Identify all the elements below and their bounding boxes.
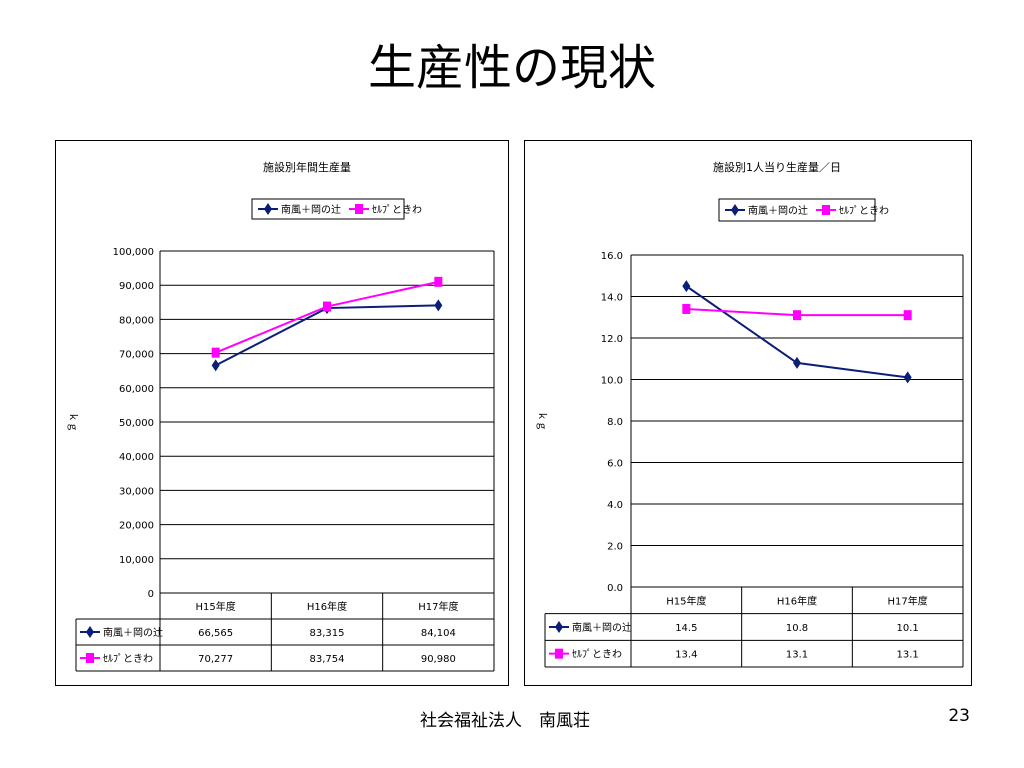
- legend-label: 南風＋岡の辻: [748, 204, 808, 217]
- page-number: 23: [948, 706, 970, 726]
- chart-title: 施設別1人当り生産量／日: [713, 160, 841, 174]
- series-line: [215, 280, 439, 354]
- y-tick-label: 14.0: [601, 293, 623, 304]
- x-tick-label: H16年度: [777, 594, 817, 607]
- table-series-name: 南風＋岡の辻: [572, 621, 632, 634]
- y-tick-label: 60,000: [119, 384, 154, 395]
- x-tick-label: H17年度: [418, 600, 458, 613]
- legend-box: [718, 198, 876, 222]
- y-axis-label: ｋｇ: [536, 411, 548, 431]
- data-point: [793, 310, 801, 321]
- legend-label: ｾﾙﾌﾟときわ: [372, 204, 422, 216]
- data-point: [903, 310, 912, 321]
- legend-marker: [355, 204, 363, 214]
- y-tick-label: 30,000: [119, 486, 154, 497]
- data-point: [323, 301, 331, 312]
- y-tick-label: 10,000: [119, 555, 154, 566]
- y-tick-label: 8.0: [607, 417, 623, 428]
- table-series-name: ｾﾙﾌﾟときわ: [572, 649, 622, 661]
- y-tick-label: 70,000: [119, 350, 154, 361]
- y-tick-label: 20,000: [119, 521, 154, 532]
- legend-marker: [731, 204, 739, 216]
- table-legend-marker: [555, 621, 563, 633]
- table-legend-marker: [555, 648, 563, 659]
- y-tick-label: 6.0: [607, 459, 623, 470]
- y-tick-label: 0: [148, 589, 154, 600]
- data-point: [211, 359, 220, 372]
- series-line: [215, 304, 439, 367]
- data-label: 90,980: [421, 654, 456, 665]
- chart-daily-per-person-svg: 施設別1人当り生産量／日南風＋岡の辻 ｾﾙﾌﾟときわｋｇ0.02.04.06.08…: [536, 160, 964, 668]
- legend-label: ｾﾙﾌﾟときわ: [839, 205, 889, 217]
- y-tick-label: 100,000: [113, 247, 154, 258]
- legend-marker: [264, 203, 272, 215]
- data-label: 84,104: [421, 628, 456, 639]
- table-series-name: 南風＋岡の辻: [103, 626, 163, 639]
- y-tick-label: 10.0: [601, 376, 623, 387]
- chart-daily-per-person: 施設別1人当り生産量／日 南風＋岡の辻 ｾﾙﾌﾟときわ ｋｇ 0.0 2.0 4.0 6.0 8…: [524, 140, 972, 686]
- data-point: [434, 276, 443, 287]
- data-label: 83,315: [310, 628, 345, 639]
- x-tick-label: H15年度: [196, 600, 236, 613]
- data-point: [434, 299, 443, 312]
- y-tick-label: 50,000: [119, 418, 154, 429]
- x-tick-label: H15年度: [666, 594, 706, 607]
- data-label: 13.4: [675, 650, 697, 661]
- legend-box: [251, 198, 405, 220]
- y-tick-label: 80,000: [119, 315, 154, 326]
- legend-label: 南風＋岡の辻: [281, 203, 341, 216]
- table-legend-marker: [86, 653, 94, 663]
- data-label: 10.1: [897, 623, 919, 634]
- chart-annual-production: 施設別年間生産量南風＋岡の辻 ｾﾙﾌﾟときわ ｋｇ 0 10,000 20,000 30,0…: [55, 140, 509, 686]
- y-tick-label: 2.0: [607, 542, 623, 553]
- data-label: 83,754: [310, 654, 345, 665]
- data-label: 70,277: [198, 654, 233, 665]
- y-tick-label: 16.0: [601, 251, 623, 262]
- chart-title: 施設別年間生産量: [263, 160, 351, 174]
- data-point: [211, 347, 220, 358]
- data-point: [903, 371, 912, 384]
- slide-title: 生産性の現状: [367, 40, 656, 96]
- legend-marker: [822, 205, 830, 215]
- data-label: 14.5: [675, 623, 697, 634]
- y-tick-label: 12.0: [601, 334, 623, 345]
- footer-organization: 社会福祉法人 南風荘: [420, 711, 590, 731]
- data-label: 13.1: [786, 650, 808, 661]
- y-tick-label: 4.0: [607, 500, 623, 511]
- y-axis-label: ｋｇ: [67, 412, 79, 432]
- x-tick-label: H17年度: [888, 594, 928, 607]
- data-point: [682, 280, 691, 293]
- y-tick-label: 90,000: [119, 281, 154, 292]
- data-point: [793, 356, 801, 369]
- table-legend-marker: [86, 626, 94, 638]
- data-point: [682, 303, 691, 314]
- y-tick-label: 40,000: [119, 452, 154, 463]
- y-tick-label: 0.0: [607, 583, 623, 594]
- table-series-name: ｾﾙﾌﾟときわ: [103, 653, 153, 665]
- x-tick-label: H16年度: [307, 600, 347, 613]
- data-label: 66,565: [198, 628, 233, 639]
- data-label: 13.1: [897, 650, 919, 661]
- data-label: 10.8: [786, 623, 808, 634]
